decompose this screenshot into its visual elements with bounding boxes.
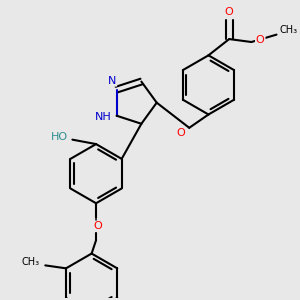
Text: O: O: [177, 128, 185, 138]
Text: CH₃: CH₃: [21, 257, 40, 267]
Text: NH: NH: [95, 112, 112, 122]
Text: N: N: [108, 76, 116, 86]
Text: HO: HO: [50, 132, 68, 142]
Text: O: O: [93, 221, 102, 231]
Text: O: O: [225, 8, 234, 17]
Text: CH₃: CH₃: [279, 25, 297, 35]
Text: O: O: [256, 35, 265, 45]
